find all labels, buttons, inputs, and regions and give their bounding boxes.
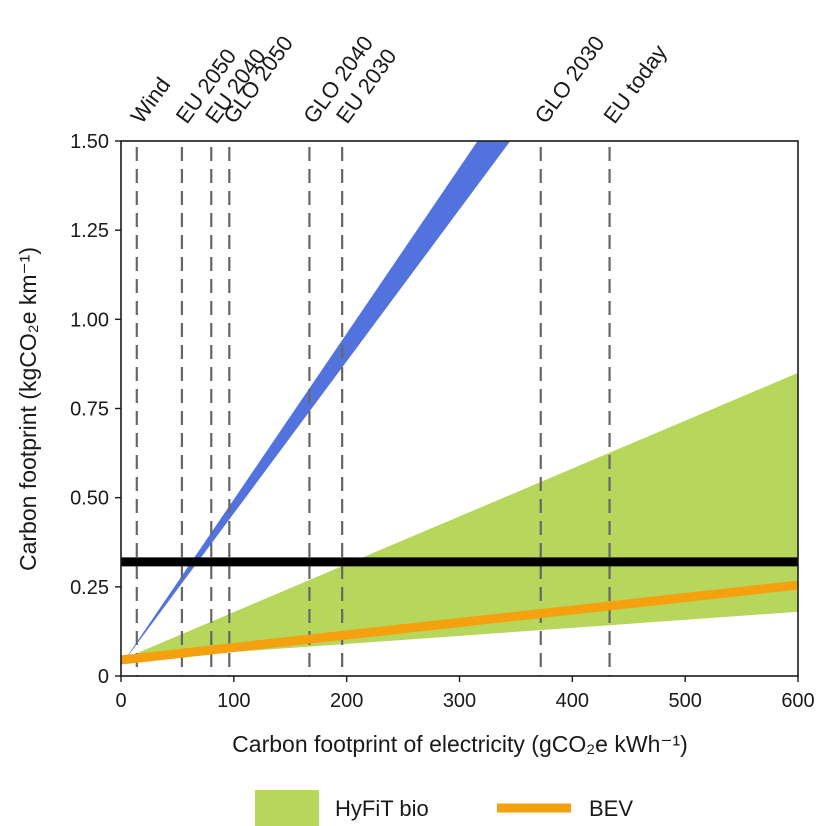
legend: HyFiT bio BEV — [255, 790, 633, 826]
legend-label-bev: BEV — [589, 796, 633, 821]
x-tick-label: 500 — [668, 690, 701, 712]
y-tick-label: 1.25 — [70, 220, 109, 242]
y-axis-title: Carbon footprint (kgCO₂e km⁻¹) — [15, 247, 41, 571]
legend-swatch-hyfit-bio — [255, 790, 319, 826]
y-tick-label: 0 — [98, 666, 109, 688]
x-tick-label: 100 — [217, 690, 250, 712]
bev-line — [121, 580, 798, 665]
x-axis-title: Carbon footprint of electricity (gCO₂e k… — [232, 731, 688, 757]
y-tick-label: 0.25 — [70, 577, 109, 599]
x-tick-label: 600 — [781, 690, 814, 712]
band-hyfit-bio — [121, 372, 798, 660]
y-tick-label: 0.75 — [70, 399, 109, 421]
band-blue — [121, 141, 511, 666]
x-tick-label: 200 — [330, 690, 363, 712]
plot-clipped — [121, 141, 798, 676]
reference-label-wind: Wind — [126, 73, 176, 128]
x-tick-label: 400 — [556, 690, 589, 712]
legend-label-hyfit-bio: HyFiT bio — [335, 796, 429, 821]
x-tick-label: 300 — [443, 690, 476, 712]
y-tick-label: 1.50 — [70, 131, 109, 153]
y-tick-label: 0.50 — [70, 488, 109, 510]
axes: 0 100 200 300 400 500 600 0 0.25 0.50 0.75 1.00 1.25… — [70, 131, 815, 712]
y-tick-label: 1.00 — [70, 309, 109, 331]
reference-label-eu-today: EU today — [598, 40, 671, 128]
plot-area — [121, 141, 798, 676]
x-tick-label: 0 — [115, 690, 126, 712]
